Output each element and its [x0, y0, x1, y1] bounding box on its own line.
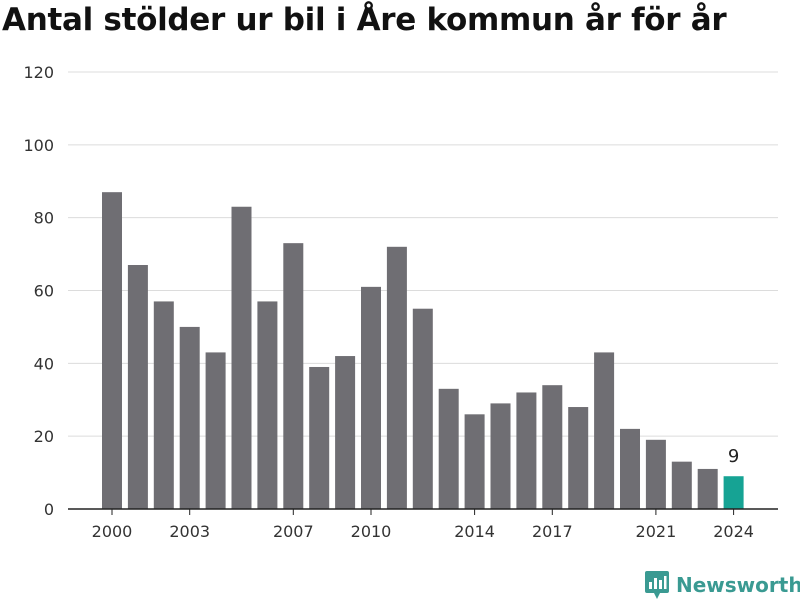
y-tick-label: 120: [23, 63, 54, 82]
bar-2003: [179, 326, 200, 509]
x-tick-label: 2021: [636, 522, 677, 541]
bar-2000: [102, 192, 122, 510]
bar-2012: [412, 308, 433, 509]
bar-2007: [283, 243, 304, 510]
x-tick-label: 2010: [351, 522, 392, 541]
bar-2013: [438, 388, 459, 509]
bar-2002: [153, 301, 174, 509]
bar-2021: [645, 439, 666, 509]
brand-logo: Newsworthy: [644, 570, 800, 600]
x-tick-label: 2007: [273, 522, 314, 541]
y-tick-label: 40: [34, 354, 54, 373]
y-tick-label: 100: [23, 136, 54, 155]
bar-2024: [723, 476, 744, 509]
bar-2016: [516, 392, 537, 509]
bar-2022: [671, 461, 692, 509]
x-tick-label: 2014: [454, 522, 495, 541]
newsworthy-logo-icon: [645, 571, 669, 599]
bar-2001: [127, 265, 148, 509]
bar-2020: [620, 428, 640, 509]
bar-2005: [231, 206, 252, 509]
bar-2019: [594, 352, 615, 509]
bar-2011: [386, 246, 407, 510]
x-axis: 2000 2003 2007 2010 2014 2017 2021 2024: [68, 508, 778, 541]
data-labels: 9: [728, 446, 739, 467]
bar-2010: [361, 286, 381, 509]
x-tick-label: 2017: [532, 522, 573, 541]
bar-2015: [490, 403, 511, 509]
x-tick-label: 2024: [713, 522, 754, 541]
bar-2008: [309, 366, 330, 509]
bar-2014: [464, 414, 485, 509]
bar-2018: [568, 407, 589, 509]
y-tick-label: 60: [34, 282, 54, 301]
bars: [102, 192, 744, 510]
bar-2023: [697, 468, 718, 509]
x-tick-label: 2000: [92, 522, 133, 541]
y-axis: 0 20 40 60 80 100 120: [23, 63, 54, 519]
y-tick-label: 20: [34, 427, 54, 446]
y-tick-label: 0: [44, 500, 54, 519]
brand-name: Newsworthy: [676, 573, 800, 597]
y-tick-label: 80: [34, 209, 54, 228]
bar-2017: [542, 385, 563, 509]
bar-2004: [205, 352, 226, 509]
bar-2009: [335, 356, 356, 509]
x-tick-label: 2003: [169, 522, 210, 541]
chart-title: Antal stölder ur bil i Åre kommun år för…: [2, 2, 727, 38]
data-label-highlight: 9: [728, 446, 739, 467]
bar-2006: [257, 301, 278, 509]
